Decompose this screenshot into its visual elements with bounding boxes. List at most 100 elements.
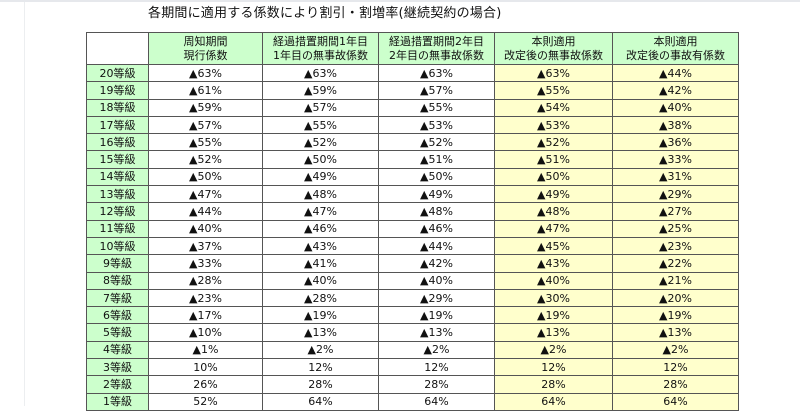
- rate-cell-revised-with-accident: ▲29%: [612, 185, 739, 204]
- rate-cell-transition-year1: 64%: [262, 392, 379, 411]
- rate-cell-transition-year2: ▲51%: [378, 150, 495, 169]
- grade-cell: 12等級: [86, 202, 149, 221]
- rate-cell-transition-year2: ▲55%: [378, 98, 495, 117]
- rate-cell-revised-with-accident: ▲2%: [612, 340, 739, 360]
- rate-cell-revised-no-accident: 12%: [494, 358, 613, 377]
- table-row: 11等級 ▲40% ▲46% ▲46% ▲47% ▲25%: [86, 219, 739, 238]
- table-row: 7等級 ▲23% ▲28% ▲29% ▲30% ▲20%: [86, 288, 739, 308]
- rate-cell-transition-year1: ▲43%: [262, 236, 379, 256]
- rate-cell-transition-year1: ▲63%: [262, 63, 379, 83]
- table-row: 16等級 ▲55% ▲52% ▲52% ▲52% ▲36%: [86, 133, 739, 152]
- rate-cell-current-coefficient: ▲52%: [148, 150, 263, 169]
- rate-cell-revised-with-accident: ▲38%: [612, 115, 739, 135]
- rate-cell-revised-no-accident: ▲47%: [494, 219, 613, 238]
- rate-cell-current-coefficient: ▲28%: [148, 271, 263, 290]
- grade-cell: 10等級: [86, 236, 149, 256]
- table-row: 17等級 ▲57% ▲55% ▲53% ▲53% ▲38%: [86, 115, 739, 135]
- header-transition-year2: 経過措置期間2年目 2年目の無事故係数: [378, 32, 495, 65]
- rate-cell-revised-with-accident: 12%: [612, 358, 739, 377]
- rate-cell-current-coefficient: ▲23%: [148, 288, 263, 308]
- rate-cell-current-coefficient: 52%: [148, 392, 263, 411]
- header-current-coefficient: 周知期間 現行係数: [148, 32, 263, 65]
- table-row: 2等級 26% 28% 28% 28% 28%: [86, 375, 739, 394]
- rate-cell-revised-with-accident: ▲44%: [612, 63, 739, 83]
- rate-cell-revised-no-accident: ▲2%: [494, 340, 613, 360]
- rate-cell-transition-year1: ▲41%: [262, 254, 379, 273]
- table-row: 13等級 ▲47% ▲48% ▲49% ▲49% ▲29%: [86, 185, 739, 204]
- grade-cell: 6等級: [86, 306, 149, 325]
- rate-cell-transition-year1: ▲40%: [262, 271, 379, 290]
- rate-cell-current-coefficient: ▲10%: [148, 323, 263, 342]
- rate-cell-revised-with-accident: ▲23%: [612, 236, 739, 256]
- table-row: 6等級 ▲17% ▲19% ▲19% ▲19% ▲19%: [86, 306, 739, 325]
- table-row: 12等級 ▲44% ▲47% ▲48% ▲48% ▲27%: [86, 202, 739, 221]
- rate-cell-revised-no-accident: ▲51%: [494, 150, 613, 169]
- rate-cell-transition-year2: ▲13%: [378, 323, 495, 342]
- grade-cell: 4等級: [86, 340, 149, 360]
- rate-cell-revised-with-accident: ▲42%: [612, 81, 739, 100]
- rate-cell-current-coefficient: ▲57%: [148, 115, 263, 135]
- window-left-border: [24, 2, 25, 406]
- rate-cell-transition-year1: ▲59%: [262, 81, 379, 100]
- rate-cell-revised-with-accident: ▲31%: [612, 167, 739, 187]
- rate-cell-transition-year2: ▲46%: [378, 219, 495, 238]
- grade-cell: 9等級: [86, 254, 149, 273]
- table-row: 14等級 ▲50% ▲49% ▲50% ▲50% ▲31%: [86, 167, 739, 187]
- table-row: 9等級 ▲33% ▲41% ▲42% ▲43% ▲22%: [86, 254, 739, 273]
- rate-cell-transition-year2: ▲50%: [378, 167, 495, 187]
- rate-cell-transition-year2: ▲19%: [378, 306, 495, 325]
- rate-cell-transition-year1: ▲2%: [262, 340, 379, 360]
- rate-cell-transition-year2: ▲48%: [378, 202, 495, 221]
- rate-cell-transition-year2: ▲29%: [378, 288, 495, 308]
- rate-cell-revised-with-accident: ▲40%: [612, 98, 739, 117]
- rate-cell-current-coefficient: ▲40%: [148, 219, 263, 238]
- grade-cell: 3等級: [86, 358, 149, 377]
- rate-cell-revised-no-accident: ▲54%: [494, 98, 613, 117]
- rate-cell-transition-year2: ▲57%: [378, 81, 495, 100]
- rate-cell-transition-year1: ▲48%: [262, 185, 379, 204]
- rate-cell-current-coefficient: 10%: [148, 358, 263, 377]
- grade-cell: 16等級: [86, 133, 149, 152]
- rate-cell-transition-year2: 28%: [378, 375, 495, 394]
- rate-cell-current-coefficient: ▲59%: [148, 98, 263, 117]
- rate-cell-current-coefficient: ▲33%: [148, 254, 263, 273]
- rate-cell-revised-no-accident: ▲30%: [494, 288, 613, 308]
- table-row: 20等級 ▲63% ▲63% ▲63% ▲63% ▲44%: [86, 63, 739, 83]
- rate-cell-revised-no-accident: 28%: [494, 375, 613, 394]
- rate-cell-revised-no-accident: ▲63%: [494, 63, 613, 83]
- grade-cell: 11等級: [86, 219, 149, 238]
- header-revised-no-accident: 本則適用 改定後の無事故係数: [494, 32, 613, 65]
- rate-cell-transition-year1: ▲47%: [262, 202, 379, 221]
- rate-cell-current-coefficient: ▲17%: [148, 306, 263, 325]
- rate-cell-revised-with-accident: ▲22%: [612, 254, 739, 273]
- rate-cell-current-coefficient: 26%: [148, 375, 263, 394]
- window-top-border: [0, 0, 800, 2]
- rate-cell-revised-with-accident: ▲19%: [612, 306, 739, 325]
- rate-cell-transition-year2: ▲40%: [378, 271, 495, 290]
- header-transition-year1: 経過措置期間1年目 1年目の無事故係数: [262, 32, 379, 65]
- rate-cell-revised-no-accident: 64%: [494, 392, 613, 411]
- rate-cell-revised-with-accident: ▲27%: [612, 202, 739, 221]
- rate-cell-current-coefficient: ▲63%: [148, 63, 263, 83]
- table-row: 5等級 ▲10% ▲13% ▲13% ▲13% ▲13%: [86, 323, 739, 342]
- grade-cell: 2等級: [86, 375, 149, 394]
- page-title: 各期間に適用する係数により割引・割増率(継続契約の場合): [148, 6, 502, 21]
- grade-cell: 17等級: [86, 115, 149, 135]
- table-row: 1等級 52% 64% 64% 64% 64%: [86, 392, 739, 411]
- rate-cell-revised-no-accident: ▲49%: [494, 185, 613, 204]
- table-row: 4等級 ▲1% ▲2% ▲2% ▲2% ▲2%: [86, 340, 739, 360]
- rate-cell-transition-year2: ▲63%: [378, 63, 495, 83]
- rate-cell-transition-year2: ▲52%: [378, 133, 495, 152]
- rate-cell-transition-year1: ▲55%: [262, 115, 379, 135]
- table-row: 18等級 ▲59% ▲57% ▲55% ▲54% ▲40%: [86, 98, 739, 117]
- rate-cell-revised-no-accident: ▲48%: [494, 202, 613, 221]
- rate-cell-revised-with-accident: ▲21%: [612, 271, 739, 290]
- rate-cell-transition-year2: ▲53%: [378, 115, 495, 135]
- header-corner-cell: [86, 32, 149, 65]
- header-revised-with-accident: 本則適用 改定後の事故有係数: [612, 32, 739, 65]
- grade-cell: 19等級: [86, 81, 149, 100]
- rate-cell-revised-no-accident: ▲45%: [494, 236, 613, 256]
- rate-cell-transition-year1: ▲28%: [262, 288, 379, 308]
- rate-cell-current-coefficient: ▲47%: [148, 185, 263, 204]
- rate-cell-current-coefficient: ▲37%: [148, 236, 263, 256]
